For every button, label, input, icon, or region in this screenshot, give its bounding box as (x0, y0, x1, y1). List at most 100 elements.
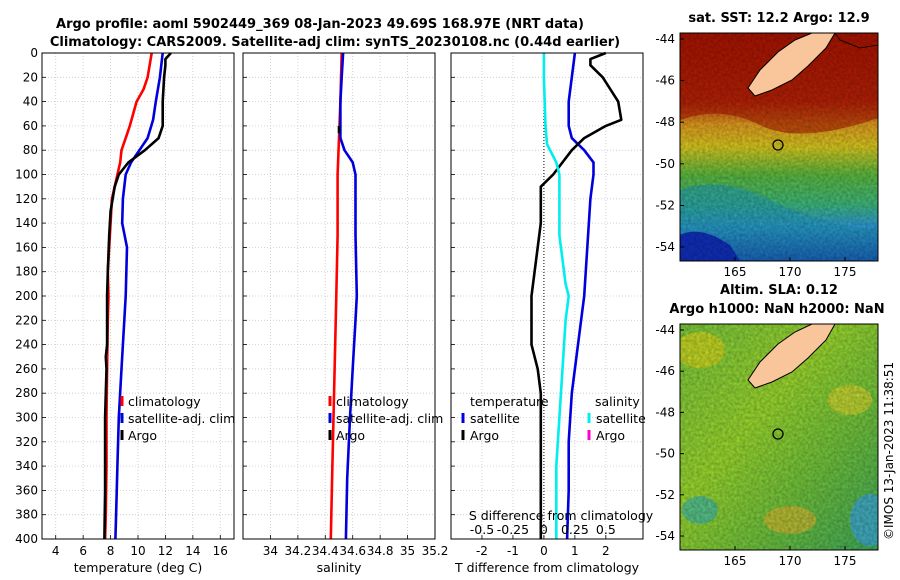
sla-map-title2: Argo h1000: NaN h2000: NaN (669, 302, 884, 317)
depth-tick-label: 140 (15, 216, 38, 230)
legend-salinity-title: salinity (595, 394, 640, 409)
temperature-xtick-label: 8 (107, 544, 115, 558)
depth-tick-label: 400 (15, 532, 38, 546)
difference-x2tick-label: 0.5 (596, 522, 616, 537)
sla-lon-label: 175 (834, 554, 857, 568)
salinity-series-satellite-adj-clim (339, 52, 359, 540)
depth-tick-label: 320 (15, 435, 38, 449)
sla-lat-label: -48 (655, 405, 675, 419)
salinity-xtick-label: 34.4 (312, 544, 339, 558)
difference-xtick-label: -2 (476, 544, 488, 558)
sla-lon-label: 165 (724, 554, 747, 568)
difference-x2tick-label: -0.25 (497, 522, 529, 537)
difference-x2tick-label: 0.25 (561, 522, 589, 537)
legend-temperature-label: satellite (470, 411, 520, 426)
legend-salinity-label: satellite (596, 411, 646, 426)
difference-x2label: S difference from climatology (469, 508, 654, 523)
temperature-xtick-label: 14 (185, 544, 200, 558)
sst-lat-label: -48 (655, 115, 675, 129)
sst-lat-label: -50 (655, 157, 675, 171)
depth-tick-label: 120 (15, 192, 38, 206)
difference-series-t-argo (530, 51, 623, 539)
sst-coast (834, 33, 878, 49)
legend-salinity-label: Argo (596, 428, 625, 443)
sla-lat-label: -46 (655, 364, 675, 378)
panel-salinity: 34 34.2 34.4 34.6 34.8 35 35.2 salinity climatol… (242, 52, 448, 575)
salinity-xtick-label: 35 (400, 544, 415, 558)
temperature-legend-label: climatology (128, 394, 201, 409)
title-line1: Argo profile: aoml 5902449_369 08-Jan-20… (56, 17, 584, 32)
salinity-legend-label: Argo (336, 428, 365, 443)
panel-temperature: 4 6 8 10 12 14 1602040608010012014016018020022… (15, 46, 235, 575)
salinity-xtick-label: 34.2 (284, 544, 311, 558)
salinity-frame (242, 52, 436, 540)
temperature-xtick-label: 4 (52, 544, 60, 558)
sst-map-title: sat. SST: 12.2 Argo: 12.9 (688, 11, 869, 26)
temperature-xtick-label: 12 (158, 544, 173, 558)
sla-lat-label: -54 (655, 529, 675, 543)
temperature-xtick-label: 16 (213, 544, 228, 558)
depth-tick-label: 240 (15, 338, 38, 352)
temperature-xtick-label: 10 (130, 544, 145, 558)
sst-lat-label: -52 (655, 198, 675, 212)
salinity-legend: climatology satellite-adj. clim Argo (328, 394, 443, 443)
sla-argo-marker (772, 428, 784, 440)
panel-difference: -2 -1 0 1 2 T difference from climatology temp… (450, 51, 654, 575)
difference-legend: temperature satellite Argo salinity satellit… (461, 394, 654, 537)
difference-series-t-satellite (565, 52, 595, 540)
temperature-xlabel: temperature (deg C) (74, 560, 203, 575)
difference-series-s-satellite (542, 53, 571, 539)
depth-tick-label: 300 (15, 411, 38, 425)
sla-lat-label: -52 (655, 488, 675, 502)
salinity-xtick-label: 34.8 (367, 544, 394, 558)
difference-x2tick-label: -0.5 (470, 522, 494, 537)
depth-tick-label: 80 (23, 143, 38, 157)
depth-tick-label: 380 (15, 508, 38, 522)
depth-tick-label: 60 (23, 119, 38, 133)
sla-land (747, 324, 836, 389)
depth-tick-label: 160 (15, 240, 38, 254)
sst-map: sat. SST: 12.2 Argo: 12.9 -44 -46 -48 -50 -5… (655, 11, 879, 279)
sst-land (747, 33, 836, 97)
depth-tick-label: 100 (15, 168, 38, 182)
depth-tick-label: 360 (15, 483, 38, 497)
difference-frame (450, 52, 644, 540)
sst-lat-label: -46 (655, 74, 675, 88)
sla-map-frame (679, 323, 879, 551)
difference-xtick-label: -1 (507, 544, 519, 558)
sla-lon-label: 170 (779, 554, 802, 568)
difference-xtick-label: 0 (540, 544, 548, 558)
salinity-xlabel: salinity (317, 560, 362, 575)
temperature-legend-label: satellite-adj. clim (128, 411, 235, 426)
sst-lon-label: 170 (779, 265, 802, 279)
sla-lat-label: -50 (655, 447, 675, 461)
temperature-legend: climatology satellite-adj. clim Argo (120, 394, 235, 443)
sst-lat-label: -44 (655, 32, 675, 46)
difference-xtick-label: 2 (602, 544, 610, 558)
salinity-xtick-label: 34 (263, 544, 278, 558)
sst-lat-label: -54 (655, 240, 675, 254)
sla-map-title1: Altim. SLA: 0.12 (720, 283, 838, 298)
temperature-xtick-label: 6 (79, 544, 87, 558)
salinity-legend-label: satellite-adj. clim (336, 411, 443, 426)
sla-lat-label: -44 (655, 323, 675, 337)
sst-map-ticks: -44 -46 -48 -50 -52 -54 165 170 175 (655, 32, 856, 279)
legend-temperature-label: Argo (470, 428, 499, 443)
sla-map-ticks: -44 -46 -48 -50 -52 -54 165 170 175 (655, 323, 856, 568)
depth-tick-label: 340 (15, 459, 38, 473)
sst-lon-label: 165 (724, 265, 747, 279)
title-line2: Climatology: CARS2009. Satellite-adj cli… (50, 35, 620, 50)
difference-x2tick-label: 0 (540, 522, 548, 537)
temperature-series-argo (103, 52, 172, 540)
depth-tick-label: 180 (15, 265, 38, 279)
salinity-xtick-label: 34.6 (339, 544, 366, 558)
sst-map-frame (679, 32, 879, 262)
temperature-legend-label: Argo (128, 428, 157, 443)
sst-lon-label: 175 (834, 265, 857, 279)
depth-tick-label: 260 (15, 362, 38, 376)
depth-tick-label: 200 (15, 289, 38, 303)
depth-tick-label: 20 (23, 70, 38, 84)
legend-temperature-title: temperature (470, 394, 549, 409)
depth-tick-label: 0 (30, 46, 38, 60)
